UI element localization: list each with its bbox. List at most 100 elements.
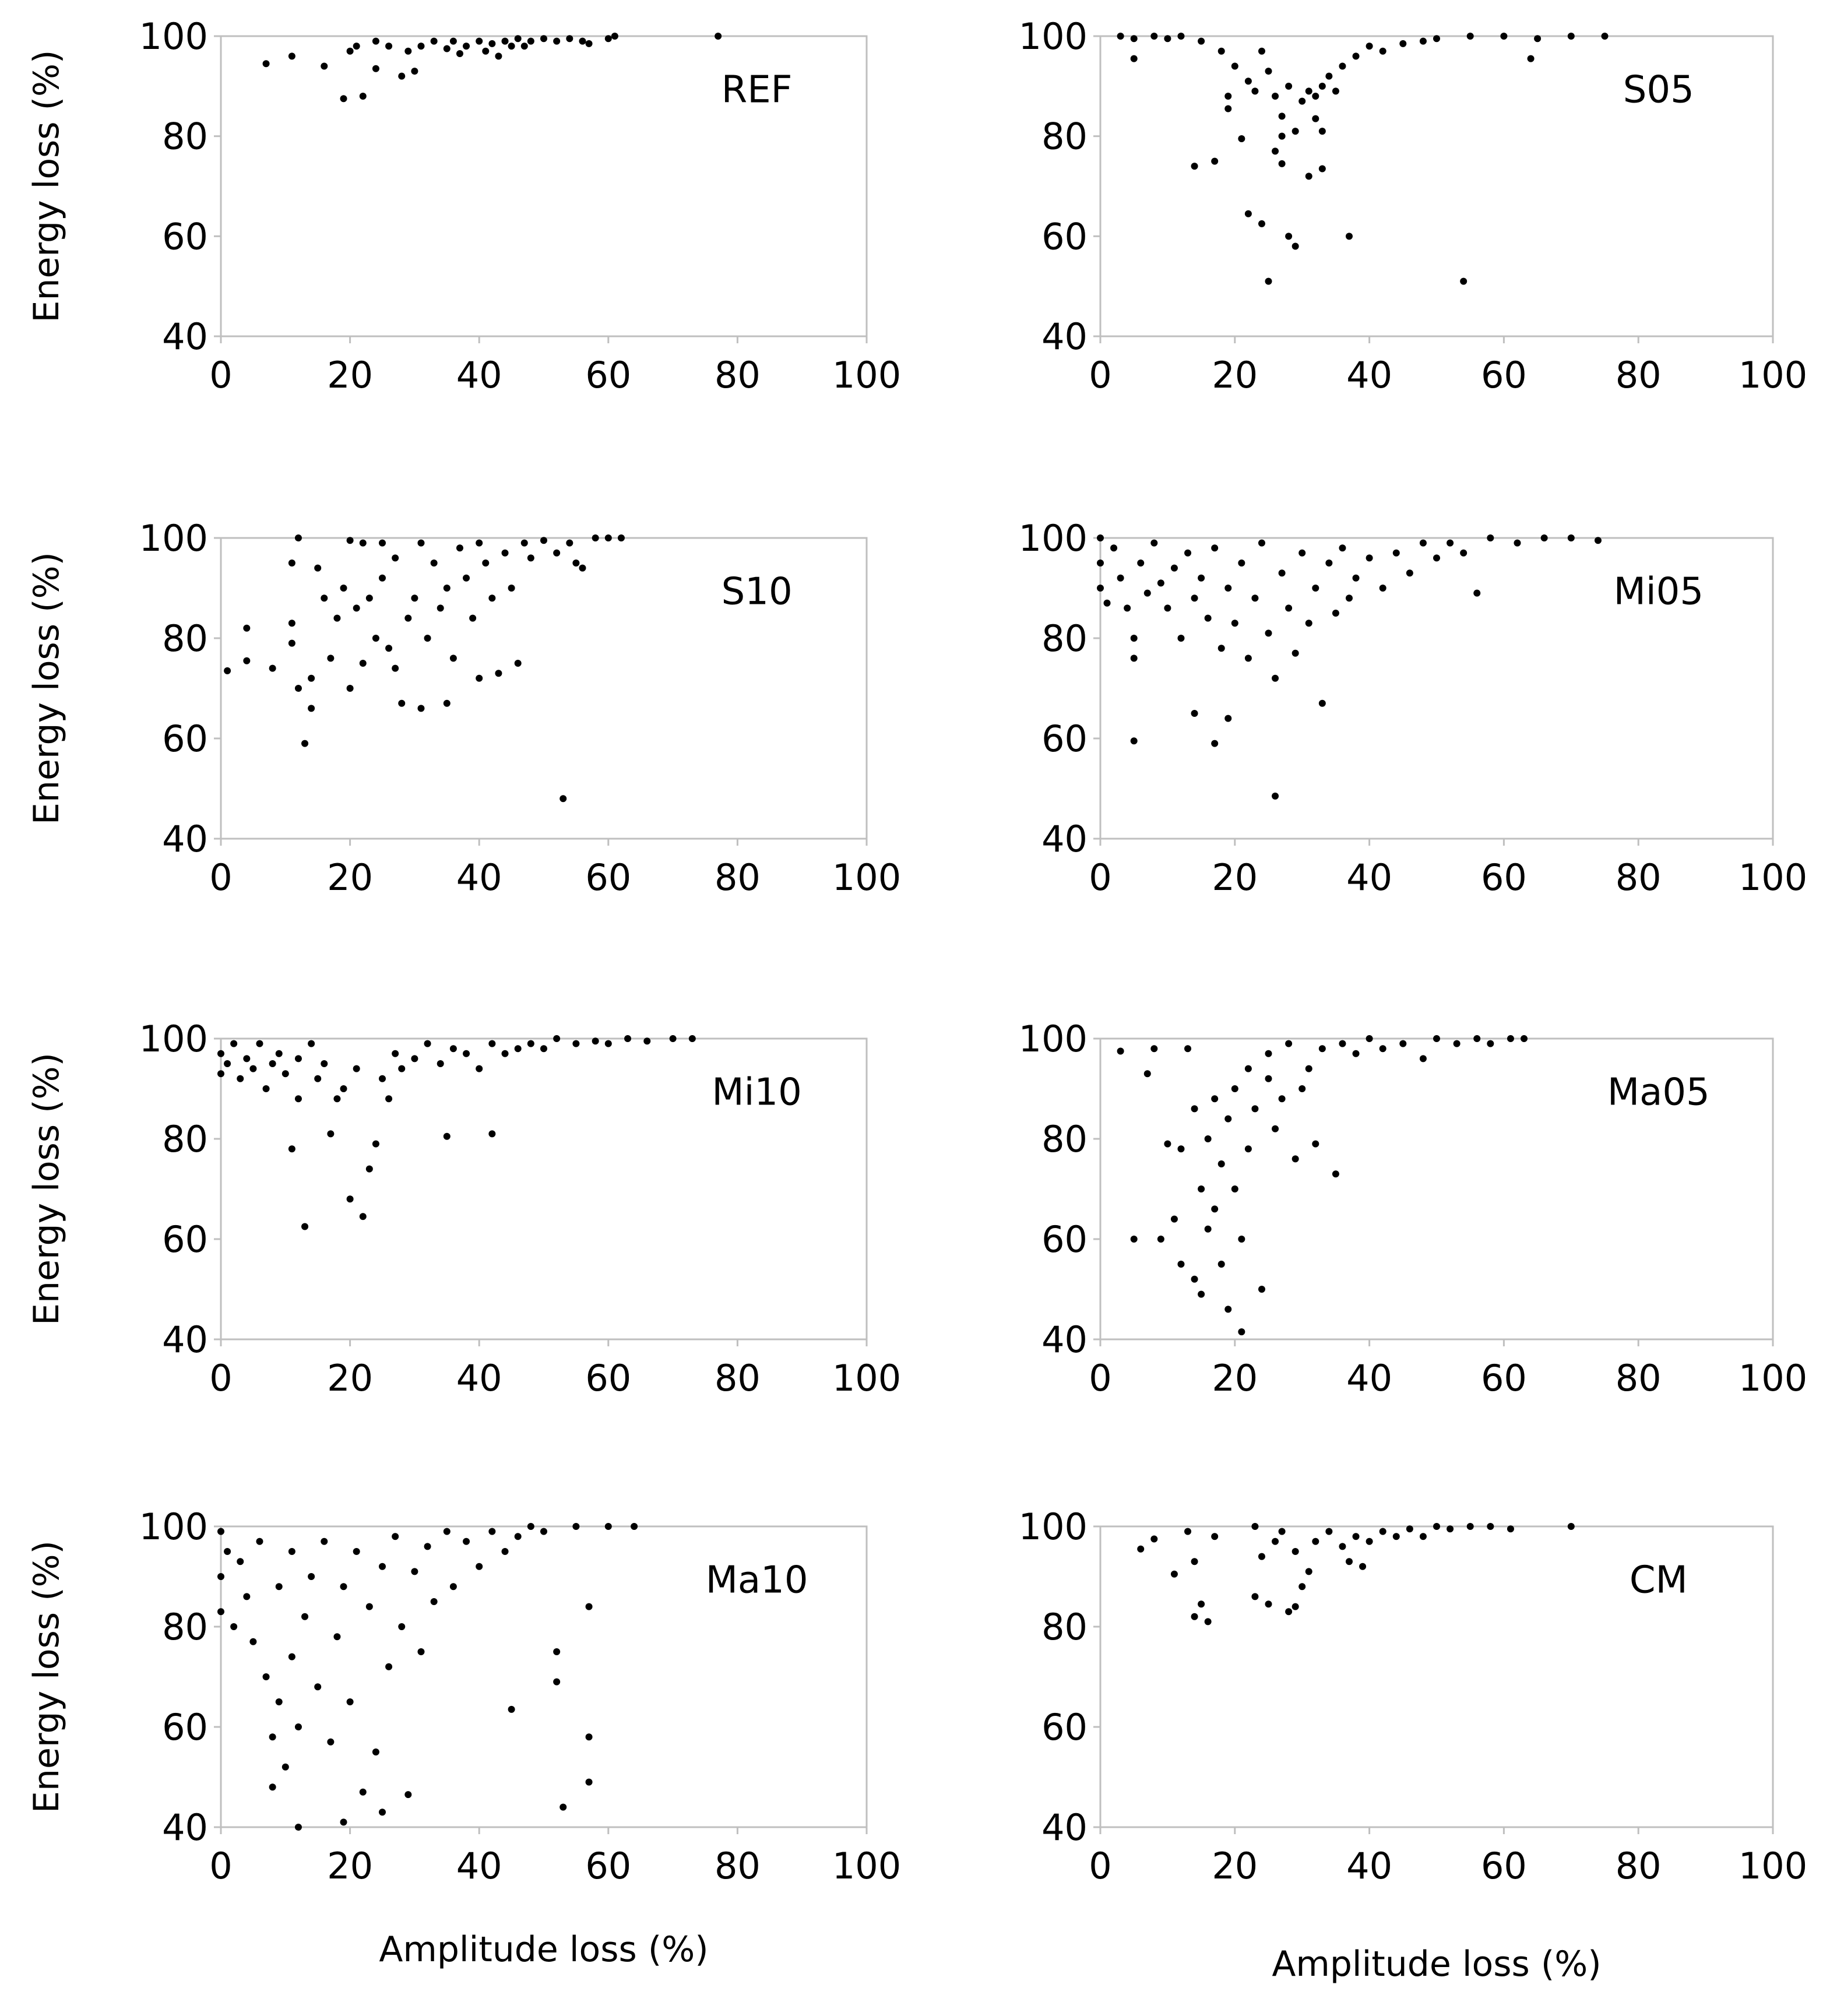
scatter-point bbox=[340, 95, 347, 103]
scatter-point bbox=[269, 1783, 276, 1791]
panel-label: Ma10 bbox=[706, 1559, 808, 1602]
scatter-point bbox=[359, 539, 367, 547]
scatter-point bbox=[1150, 1535, 1158, 1543]
scatter-point bbox=[476, 674, 483, 682]
scatter-point bbox=[346, 1698, 354, 1705]
scatter-point bbox=[469, 614, 477, 622]
scatter-point bbox=[1198, 1600, 1205, 1608]
scatter-point bbox=[340, 1818, 347, 1826]
scatter-point bbox=[379, 1563, 386, 1570]
scatter-point bbox=[256, 1537, 263, 1545]
scatter-point bbox=[217, 1050, 224, 1057]
scatter-point bbox=[346, 537, 354, 544]
scatter-point bbox=[224, 1548, 231, 1555]
scatter-point bbox=[1345, 594, 1353, 602]
x-tick-label: 0 bbox=[1089, 354, 1111, 396]
scatter-point bbox=[379, 574, 386, 582]
scatter-point bbox=[437, 604, 444, 612]
scatter-point bbox=[346, 47, 354, 55]
x-tick-label: 100 bbox=[1739, 856, 1807, 899]
scatter-point bbox=[1379, 585, 1386, 592]
scatter-point bbox=[1291, 242, 1299, 250]
scatter-point bbox=[1601, 33, 1609, 40]
scatter-point bbox=[1487, 1523, 1494, 1530]
y-tick-label: 100 bbox=[139, 15, 208, 58]
y-tick-label: 80 bbox=[162, 115, 208, 158]
scatter-point bbox=[715, 33, 722, 40]
scatter-point bbox=[508, 585, 515, 592]
scatter-point bbox=[527, 1040, 534, 1047]
scatter-point bbox=[327, 655, 335, 662]
scatter-point bbox=[1305, 173, 1312, 180]
scatter-point bbox=[488, 594, 496, 602]
scatter-point bbox=[353, 604, 360, 612]
x-tick-label: 40 bbox=[1346, 1845, 1392, 1887]
y-tick-label: 100 bbox=[1019, 15, 1088, 58]
x-tick-label: 20 bbox=[327, 1845, 373, 1887]
scatter-point bbox=[1211, 1205, 1219, 1213]
x-tick-label: 40 bbox=[456, 1845, 502, 1887]
scatter-point bbox=[1224, 585, 1232, 592]
scatter-point bbox=[1332, 1170, 1339, 1178]
scatter-point bbox=[540, 1528, 547, 1535]
x-tick-label: 0 bbox=[209, 856, 232, 899]
scatter-point bbox=[1278, 1528, 1286, 1535]
scatter-point bbox=[1318, 165, 1326, 173]
scatter-point bbox=[1272, 93, 1279, 100]
scatter-point bbox=[1318, 128, 1326, 135]
scatter-point bbox=[1352, 52, 1360, 60]
scatter-point bbox=[604, 534, 612, 541]
y-axis-label: Energy loss (%) bbox=[26, 1540, 67, 1813]
scatter-point bbox=[243, 657, 251, 664]
scatter-point bbox=[333, 614, 341, 622]
scatter-point bbox=[624, 1035, 632, 1042]
scatter-point bbox=[333, 1095, 341, 1103]
x-tick-label: 60 bbox=[1481, 354, 1527, 396]
scatter-point bbox=[1198, 1290, 1205, 1298]
scatter-point bbox=[463, 1537, 470, 1545]
y-tick-label: 100 bbox=[1019, 517, 1088, 560]
scatter-point bbox=[1305, 1568, 1312, 1575]
scatter-point bbox=[1447, 539, 1454, 547]
scatter-point bbox=[262, 1085, 270, 1092]
scatter-point bbox=[1231, 1085, 1238, 1092]
scatter-point bbox=[540, 35, 547, 43]
scatter-point bbox=[379, 1075, 386, 1082]
scatter-point bbox=[1419, 1533, 1427, 1540]
scatter-point bbox=[281, 1070, 289, 1078]
scatter-point bbox=[1285, 82, 1293, 90]
scatter-point bbox=[520, 43, 528, 50]
scatter-point bbox=[308, 1573, 315, 1580]
x-tick-label: 80 bbox=[715, 354, 761, 396]
scatter-point bbox=[1150, 539, 1158, 547]
scatter-point bbox=[1399, 40, 1407, 47]
scatter-point bbox=[385, 1663, 393, 1670]
scatter-point bbox=[1170, 1570, 1178, 1578]
scatter-point bbox=[1460, 549, 1468, 557]
scatter-point bbox=[1285, 604, 1293, 612]
scatter-point bbox=[456, 544, 463, 552]
scatter-point bbox=[1466, 33, 1474, 40]
scatter-point bbox=[1325, 72, 1333, 80]
scatter-point bbox=[1244, 1065, 1252, 1072]
x-tick-label: 0 bbox=[1089, 856, 1111, 899]
scatter-point bbox=[340, 1085, 347, 1092]
scatter-point bbox=[1291, 128, 1299, 135]
scatter-point bbox=[1379, 1528, 1386, 1535]
scatter-point bbox=[495, 670, 502, 677]
scatter-point bbox=[308, 674, 315, 682]
scatter-point bbox=[1366, 1035, 1373, 1042]
scatter-point bbox=[237, 1558, 244, 1565]
scatter-point bbox=[294, 1723, 302, 1730]
y-tick-label: 80 bbox=[162, 1118, 208, 1160]
scatter-point bbox=[1258, 539, 1265, 547]
scatter-point bbox=[1137, 560, 1145, 567]
scatter-point bbox=[1534, 35, 1542, 43]
scatter-point bbox=[437, 1060, 444, 1067]
y-axis-label: Energy loss (%) bbox=[26, 1053, 67, 1325]
scatter-point bbox=[281, 1763, 289, 1771]
scatter-point bbox=[540, 537, 547, 544]
scatter-point bbox=[1211, 1533, 1219, 1540]
x-tick-label: 20 bbox=[1212, 1357, 1258, 1399]
scatter-point bbox=[1258, 220, 1265, 227]
